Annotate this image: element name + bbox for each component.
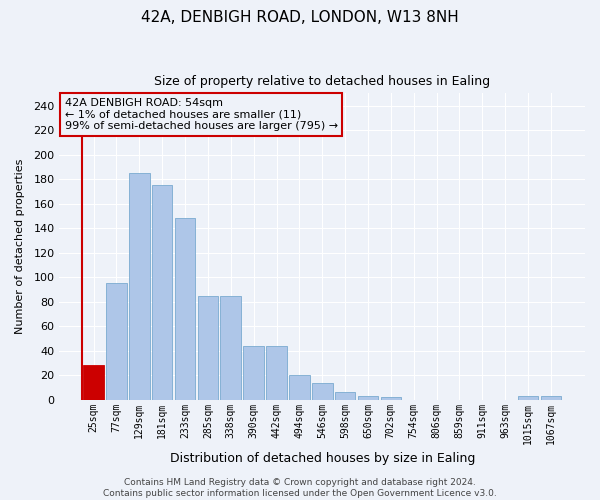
- Bar: [266, 346, 287, 400]
- Bar: [220, 296, 241, 400]
- Text: Contains HM Land Registry data © Crown copyright and database right 2024.
Contai: Contains HM Land Registry data © Crown c…: [103, 478, 497, 498]
- Bar: [358, 396, 378, 400]
- Bar: [335, 392, 355, 400]
- Y-axis label: Number of detached properties: Number of detached properties: [15, 159, 25, 334]
- Bar: [380, 398, 401, 400]
- Bar: [152, 186, 172, 400]
- Bar: [129, 173, 149, 400]
- Bar: [83, 366, 104, 400]
- X-axis label: Distribution of detached houses by size in Ealing: Distribution of detached houses by size …: [170, 452, 475, 465]
- Bar: [289, 375, 310, 400]
- Bar: [244, 346, 264, 400]
- Bar: [106, 284, 127, 400]
- Bar: [175, 218, 196, 400]
- Bar: [541, 396, 561, 400]
- Bar: [197, 296, 218, 400]
- Text: 42A, DENBIGH ROAD, LONDON, W13 8NH: 42A, DENBIGH ROAD, LONDON, W13 8NH: [141, 10, 459, 25]
- Title: Size of property relative to detached houses in Ealing: Size of property relative to detached ho…: [154, 75, 490, 88]
- Text: 42A DENBIGH ROAD: 54sqm
← 1% of detached houses are smaller (11)
99% of semi-det: 42A DENBIGH ROAD: 54sqm ← 1% of detached…: [65, 98, 338, 131]
- Bar: [312, 382, 332, 400]
- Bar: [518, 396, 538, 400]
